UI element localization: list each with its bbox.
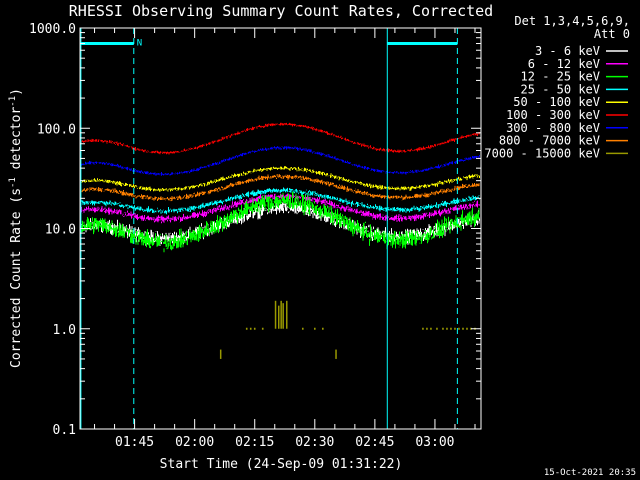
sparse-point: [466, 327, 468, 330]
sparse-point: [261, 327, 264, 330]
sparse-point: [245, 327, 248, 330]
legend-label: 100 - 300 keV: [506, 108, 600, 122]
sparse-point: [422, 327, 424, 330]
y-tick-label: 1.0: [53, 323, 76, 338]
y-tick-label: 0.1: [53, 423, 76, 438]
y-axis-label: Corrected Count Rate (s-1 detector-1): [8, 88, 24, 368]
legend-header-line1: Det 1,3,4,5,6,9,: [514, 14, 630, 28]
legend-header-line2: Att 0: [594, 27, 630, 41]
legend-label: 3 - 6 keV: [535, 44, 600, 58]
legend-label: 50 - 100 keV: [513, 95, 600, 109]
sparse-point: [253, 327, 256, 330]
legend-label: 300 - 800 keV: [506, 121, 600, 135]
series-line-100-300kev: [80, 122, 480, 155]
sparse-point: [462, 327, 464, 330]
sparse-point: [426, 327, 428, 330]
legend-label: 6 - 12 keV: [528, 57, 600, 71]
sparse-point: [430, 327, 432, 330]
y-tick-label: 100.0: [37, 122, 76, 137]
x-tick-label: 02:30: [295, 435, 334, 450]
observing-bar-label: N: [137, 39, 142, 49]
x-tick-label: 01:45: [115, 435, 154, 450]
series-line-50-100kev: [80, 166, 480, 192]
y-tick-label: 10.0: [45, 223, 76, 238]
series-line-12-25kev: [80, 191, 480, 253]
x-axis-label: Start Time (24-Sep-09 01:31:22): [160, 457, 403, 472]
legend-label: 7000 - 15000 keV: [484, 146, 600, 160]
legend-label: 12 - 25 keV: [521, 70, 600, 84]
sparse-point: [450, 327, 452, 330]
sparse-point: [249, 327, 252, 330]
chart-title: RHESSI Observing Summary Count Rates, Co…: [69, 2, 493, 20]
sparse-point: [446, 327, 448, 330]
sparse-point: [458, 327, 460, 330]
sparse-point: [436, 327, 438, 330]
sparse-point: [442, 327, 444, 330]
sparse-point: [470, 327, 472, 330]
sparse-point: [454, 327, 456, 330]
series-line-300-800kev: [80, 146, 480, 176]
footer-date: 15-Oct-2021 20:35: [544, 468, 636, 478]
sparse-point: [314, 327, 316, 330]
legend-label: 25 - 50 keV: [521, 82, 600, 96]
legend-label: 800 - 7000 keV: [499, 134, 600, 148]
x-tick-label: 02:15: [235, 435, 274, 450]
y-tick-label: 1000.0: [29, 22, 76, 37]
x-tick-label: 02:45: [355, 435, 394, 450]
sparse-point: [301, 327, 304, 330]
x-tick-label: 03:00: [415, 435, 454, 450]
x-tick-label: 02:00: [175, 435, 214, 450]
sparse-point: [322, 327, 324, 330]
